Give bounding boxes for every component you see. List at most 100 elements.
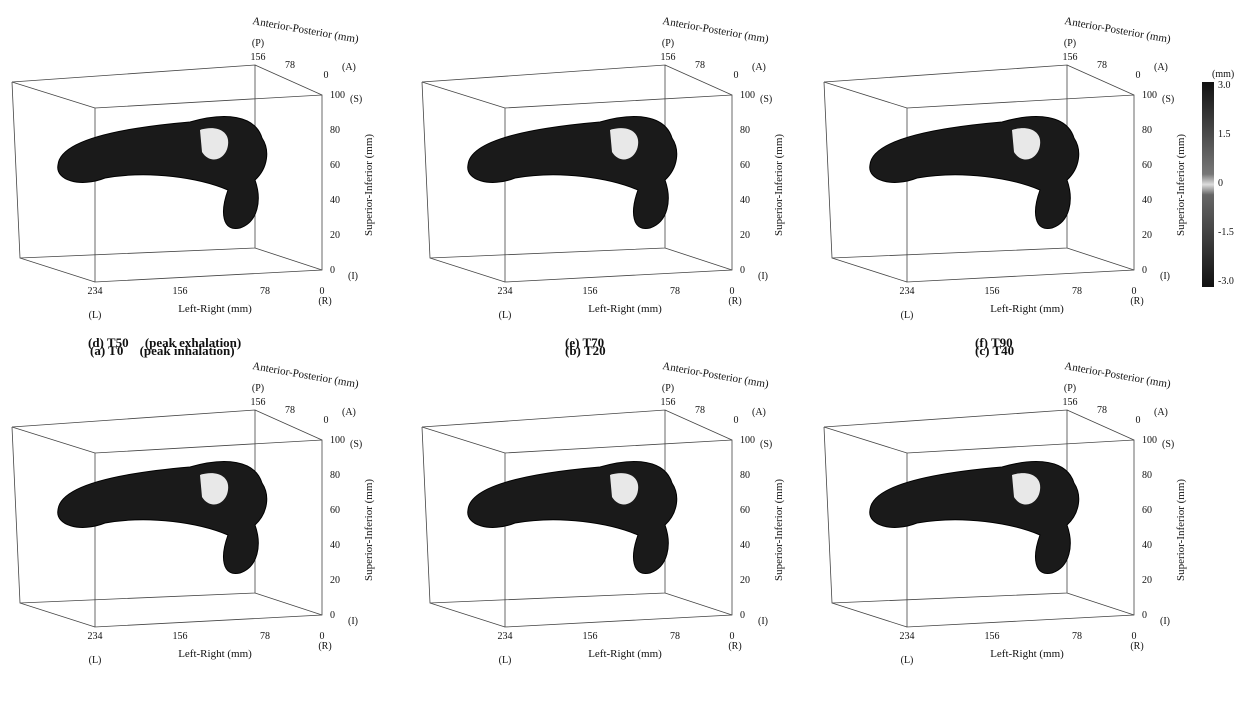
box-edge (20, 258, 95, 282)
ap-axis-label: Anterior-Posterior (mm) (1063, 15, 1171, 46)
lr-tick-label: 156 (583, 631, 598, 642)
colorbar-tick-label: 3.0 (1218, 80, 1231, 91)
si-tick-label: 80 (1142, 125, 1152, 136)
si-mark: (S) (760, 94, 772, 105)
ap-tick-label: 78 (695, 60, 705, 71)
lr-mark: (R) (318, 296, 331, 307)
ap-tick-label: 156 (251, 397, 266, 408)
lr-tick-label: 78 (260, 286, 270, 297)
ap-tick-label: 78 (285, 405, 295, 416)
lr-mark: (R) (728, 641, 741, 652)
box-edge (430, 258, 505, 282)
colorbar-tick-label: -1.5 (1218, 227, 1234, 238)
ap-mark: (A) (342, 62, 356, 73)
si-tick-label: 20 (330, 575, 340, 586)
lr-tick-label: 78 (260, 631, 270, 642)
box-edge (824, 82, 907, 108)
si-tick-label: 40 (330, 540, 340, 551)
lr-mark: (L) (89, 310, 102, 321)
tumor-surface (870, 117, 1079, 229)
colorbar-tick-label: 1.5 (1218, 129, 1231, 140)
tumor-surface (58, 117, 267, 229)
figure: 100 80 60 40 20 0 (S) (I) Superior-Inferior (mm)… (0, 0, 1237, 701)
si-tick-label: 80 (330, 125, 340, 136)
si-tick-label: 40 (1142, 540, 1152, 551)
panel-caption: (d) T50 (peak exhalation) (88, 335, 241, 350)
si-tick-label: 20 (330, 230, 340, 241)
si-mark: (S) (1162, 94, 1174, 105)
tumor-surface (870, 462, 1079, 574)
si-tick-label: 60 (1142, 160, 1152, 171)
box-edge (832, 258, 907, 282)
lr-mark: (R) (728, 296, 741, 307)
si-tick-label: 0 (1142, 610, 1147, 621)
lr-tick-label: 156 (173, 631, 188, 642)
tumor-surface (58, 462, 267, 574)
si-tick-label: 20 (1142, 230, 1152, 241)
box-edge (824, 427, 907, 453)
si-tick-label: 40 (1142, 195, 1152, 206)
panel: 100806040200(S)(I)Superior-Inferior (mm)… (422, 15, 785, 321)
ap-axis-label: Anterior-Posterior (mm) (661, 15, 769, 46)
si-tick-label: 20 (1142, 575, 1152, 586)
ap-axis-label: Anterior-Posterior (mm) (251, 15, 359, 46)
si-tick-label: 0 (1142, 265, 1147, 276)
lr-axis-label: Left-Right (mm) (990, 303, 1064, 315)
colorbar-tick-label: -3.0 (1218, 276, 1234, 287)
box-edge (20, 603, 95, 627)
lr-mark: (L) (89, 655, 102, 666)
lr-tick-label: 156 (583, 286, 598, 297)
si-tick-label: 0 (330, 265, 335, 276)
si-tick-label: 40 (740, 540, 750, 551)
si-tick-label: 100 (330, 90, 345, 101)
si-tick-label: 0 (740, 265, 745, 276)
box-edge (255, 248, 322, 270)
lr-mark: (L) (499, 655, 512, 666)
lr-axis-label: Left-Right (mm) (178, 303, 252, 315)
box-edge (422, 427, 505, 453)
box-edge (255, 593, 322, 615)
si-axis-label: Superior-Inferior (mm) (773, 134, 785, 236)
lr-tick-label: 234 (900, 286, 915, 297)
lr-tick-label: 78 (670, 286, 680, 297)
box-edge (422, 82, 505, 108)
si-mark: (I) (758, 271, 768, 282)
si-tick-label: 80 (740, 470, 750, 481)
si-mark: (S) (760, 439, 772, 450)
panel-caption: (e) T70 (565, 335, 604, 350)
colorbar (1202, 82, 1214, 287)
si-tick-label: 100 (1142, 435, 1157, 446)
lr-tick-label: 78 (1072, 286, 1082, 297)
si-tick-label: 80 (1142, 470, 1152, 481)
box-edge (12, 427, 95, 453)
ap-tick-label: 0 (324, 70, 329, 81)
ap-tick-label: 0 (324, 415, 329, 426)
si-tick-label: 20 (740, 575, 750, 586)
si-tick-label: 0 (330, 610, 335, 621)
lr-mark: (R) (1130, 641, 1143, 652)
box-edge (1067, 593, 1134, 615)
ap-axis-label: Anterior-Posterior (mm) (251, 360, 359, 391)
lr-mark: (L) (499, 310, 512, 321)
si-tick-label: 100 (330, 435, 345, 446)
lr-tick-label: 78 (1072, 631, 1082, 642)
si-tick-label: 60 (1142, 505, 1152, 516)
si-mark: (S) (350, 439, 362, 450)
ap-axis-label: Anterior-Posterior (mm) (661, 360, 769, 391)
si-tick-label: 40 (330, 195, 340, 206)
si-mark: (I) (1160, 271, 1170, 282)
ap-mark: (A) (1154, 62, 1168, 73)
ap-mark: (A) (752, 62, 766, 73)
colorbar-unit: (mm) (1212, 69, 1234, 80)
lr-tick-label: 78 (670, 631, 680, 642)
si-tick-label: 60 (330, 160, 340, 171)
box-edge (430, 603, 505, 627)
colorbar-tick-label: 0 (1218, 178, 1223, 189)
si-mark: (S) (1162, 439, 1174, 450)
box-edge (665, 593, 732, 615)
